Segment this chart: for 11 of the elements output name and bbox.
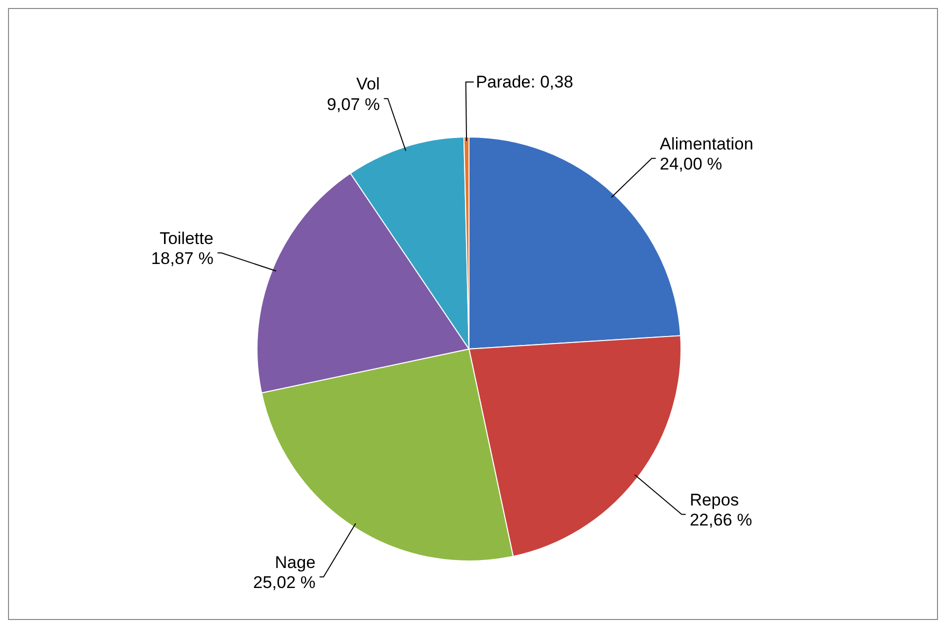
- slice-label: Nage: [274, 552, 316, 572]
- data-label: 24,00 %: [660, 154, 722, 174]
- data-label: 22,66 %: [690, 510, 752, 530]
- slice-label: Vol: [356, 74, 380, 94]
- data-label: 9,07 %: [326, 94, 380, 114]
- slice-label: Repos: [690, 490, 739, 510]
- slice-label: Toilette: [160, 228, 214, 248]
- slice-label: Alimentation: [660, 134, 754, 154]
- slice-label: Parade: 0,38: [476, 72, 574, 92]
- data-label: 18,87 %: [151, 249, 214, 268]
- data-label: 25,02 %: [253, 573, 316, 592]
